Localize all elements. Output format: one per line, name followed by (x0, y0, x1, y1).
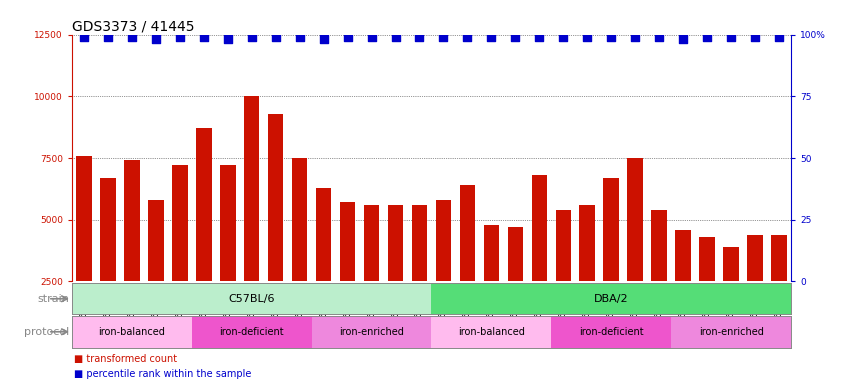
Bar (148, 200, 163, 281)
Text: ■ percentile rank within the sample: ■ percentile rank within the sample (74, 369, 251, 379)
Point (508, 34, 522, 40)
Point (460, 34, 474, 40)
Bar (700, 237, 715, 281)
Bar (76, 156, 91, 281)
Bar (459, 185, 475, 281)
Point (316, 36, 330, 43)
Bar (556, 210, 571, 281)
Text: strain: strain (37, 294, 69, 304)
Point (557, 34, 570, 40)
Bar (603, 178, 619, 281)
Bar (100, 178, 116, 281)
Bar (311, 316, 431, 348)
Bar (412, 205, 427, 281)
Point (221, 36, 234, 43)
Point (749, 34, 762, 40)
Text: DBA/2: DBA/2 (594, 294, 629, 304)
Text: ■ transformed count: ■ transformed count (74, 354, 177, 364)
Point (604, 34, 618, 40)
Bar (671, 316, 791, 348)
Point (437, 34, 450, 40)
Text: iron-enriched: iron-enriched (699, 327, 764, 337)
Bar (431, 316, 552, 348)
Bar (244, 96, 260, 281)
Text: iron-balanced: iron-balanced (98, 327, 165, 337)
Point (700, 34, 714, 40)
Bar (316, 188, 332, 281)
Bar (436, 200, 451, 281)
Bar (72, 283, 431, 314)
Bar (508, 227, 523, 281)
Bar (292, 158, 307, 281)
Bar (124, 161, 140, 281)
Point (77, 34, 91, 40)
Point (365, 34, 378, 40)
Text: C57BL/6: C57BL/6 (228, 294, 275, 304)
Point (149, 36, 162, 43)
Point (485, 34, 498, 40)
Bar (364, 205, 379, 281)
Point (652, 34, 666, 40)
Bar (72, 316, 192, 348)
Point (772, 34, 786, 40)
Bar (431, 283, 791, 314)
Bar (192, 316, 311, 348)
Point (629, 34, 642, 40)
Text: iron-deficient: iron-deficient (579, 327, 644, 337)
Text: iron-deficient: iron-deficient (219, 327, 284, 337)
Bar (340, 202, 355, 281)
Text: iron-balanced: iron-balanced (458, 327, 525, 337)
Bar (196, 128, 212, 281)
Bar (387, 205, 404, 281)
Text: protocol: protocol (25, 327, 69, 337)
Point (388, 34, 403, 40)
Point (125, 34, 139, 40)
Bar (628, 158, 643, 281)
Bar (675, 230, 691, 281)
Point (293, 34, 306, 40)
Point (580, 34, 594, 40)
Bar (531, 175, 547, 281)
Point (341, 34, 354, 40)
Bar (552, 316, 671, 348)
Text: iron-enriched: iron-enriched (339, 327, 404, 337)
Bar (723, 247, 739, 281)
Point (724, 34, 738, 40)
Bar (172, 166, 188, 281)
Bar (268, 114, 283, 281)
Point (101, 34, 114, 40)
Bar (772, 235, 787, 281)
Bar (651, 210, 667, 281)
Point (533, 34, 547, 40)
Point (269, 34, 283, 40)
Point (197, 34, 211, 40)
Bar (484, 225, 499, 281)
Point (173, 34, 186, 40)
Text: GDS3373 / 41445: GDS3373 / 41445 (72, 20, 195, 33)
Bar (580, 205, 595, 281)
Bar (220, 166, 235, 281)
Point (677, 36, 690, 43)
Point (245, 34, 259, 40)
Bar (747, 235, 763, 281)
Point (413, 34, 426, 40)
